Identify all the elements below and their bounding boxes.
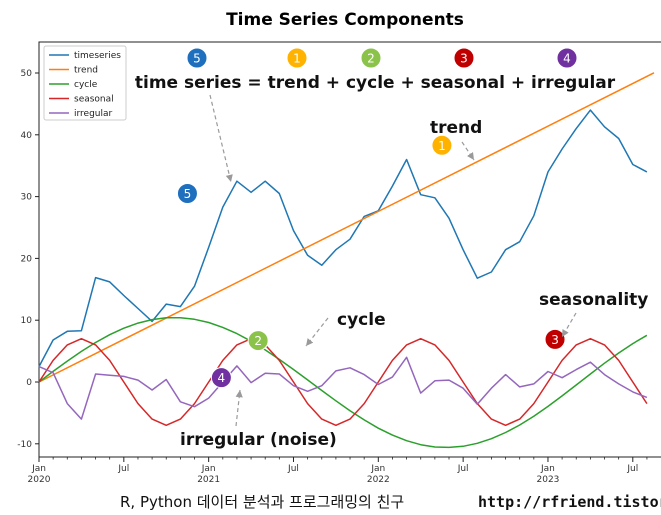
- formula-badge-2: [360, 47, 382, 69]
- y-tick-label: 40: [21, 131, 33, 141]
- y-tick-label: 0: [26, 378, 32, 388]
- x-tick-label: Jul: [626, 464, 638, 474]
- y-tick-label: 30: [21, 193, 33, 203]
- timeseries-arrow: [209, 94, 233, 183]
- seasonal-badge: [544, 328, 566, 350]
- series-line-trend: [38, 72, 655, 383]
- series-group: [38, 72, 655, 449]
- cycle-badge-num: 2: [254, 334, 262, 348]
- legend-label-trend: trend: [74, 66, 98, 76]
- legend-label-seasonal: seasonal: [74, 95, 114, 105]
- formula-badge-1-num: 1: [293, 52, 301, 66]
- chart-title: Time Series Components: [226, 10, 464, 30]
- plot-frame: [38, 41, 661, 458]
- x-tick-label: Jul: [117, 464, 129, 474]
- y-tick-label: 50: [21, 69, 33, 79]
- y-tick-label: 20: [21, 254, 33, 264]
- footer-url: http://rfriend.tistory.com: [478, 493, 661, 511]
- irregular-badge: [210, 367, 232, 389]
- cycle-label: cycle: [337, 310, 386, 330]
- formula-badge-4-num: 4: [563, 52, 571, 66]
- trend-badge: [431, 134, 453, 156]
- formula-badge-1: [286, 47, 308, 69]
- irregular-label: irregular (noise): [180, 430, 337, 450]
- cycle-arrow: [305, 317, 329, 347]
- x-tick-year-label: 2023: [537, 475, 560, 485]
- formula-badge-3: [453, 47, 475, 69]
- seasonality-arrow: [561, 312, 577, 338]
- trend-arrow: [461, 141, 475, 161]
- series-line-irregular: [38, 356, 648, 420]
- trend-badge-num: 1: [438, 139, 446, 153]
- y-tick-label: -10: [17, 440, 32, 450]
- series-line-cycle: [38, 316, 648, 449]
- seasonal-badge-num: 3: [551, 333, 559, 347]
- legend-label-timeseries: timeseries: [74, 51, 121, 61]
- legend-box: [43, 45, 127, 121]
- x-tick-label: Jul: [287, 464, 299, 474]
- formula-badge-5-num: 5: [193, 52, 201, 66]
- x-tick-year-label: 2021: [197, 475, 220, 485]
- series-line-timeseries: [38, 109, 648, 367]
- x-tick-label: Jan: [540, 464, 555, 474]
- x-tick-label: Jul: [457, 464, 469, 474]
- formula-badge-4: [556, 47, 578, 69]
- irregular-badge-num: 4: [218, 371, 226, 385]
- formula-badge-3-num: 3: [460, 52, 468, 66]
- legend-label-irregular: irregular: [74, 109, 113, 119]
- cycle-badge: [247, 330, 269, 352]
- legend-label-cycle: cycle: [74, 80, 98, 90]
- legend: timeseries trend cycle seasonal irregular: [43, 45, 127, 121]
- timeseries-badge: [176, 183, 198, 205]
- formula-badge-2-num: 2: [367, 52, 375, 66]
- x-tick-label: Jan: [31, 464, 46, 474]
- timeseries-badge-num: 5: [184, 187, 192, 201]
- seasonality-label: seasonality: [539, 290, 648, 310]
- series-line-seasonal: [38, 337, 648, 427]
- footer-text: R, Python 데이터 분석과 프로그래밍의 친구: [120, 493, 404, 511]
- x-tick-label: Jan: [201, 464, 216, 474]
- x-tick-year-label: 2020: [28, 475, 51, 485]
- x-tick-label: Jan: [370, 464, 385, 474]
- formula-text: time series = trend + cycle + seasonal +…: [135, 73, 616, 93]
- y-tick-label: 10: [21, 316, 33, 326]
- formula-badge-5: [186, 47, 208, 69]
- annotation-group: time series = trend + cycle + seasonal +…: [135, 47, 648, 450]
- trend-label: trend: [430, 118, 482, 138]
- x-tick-year-label: 2022: [367, 475, 390, 485]
- irregular-arrow: [235, 389, 243, 427]
